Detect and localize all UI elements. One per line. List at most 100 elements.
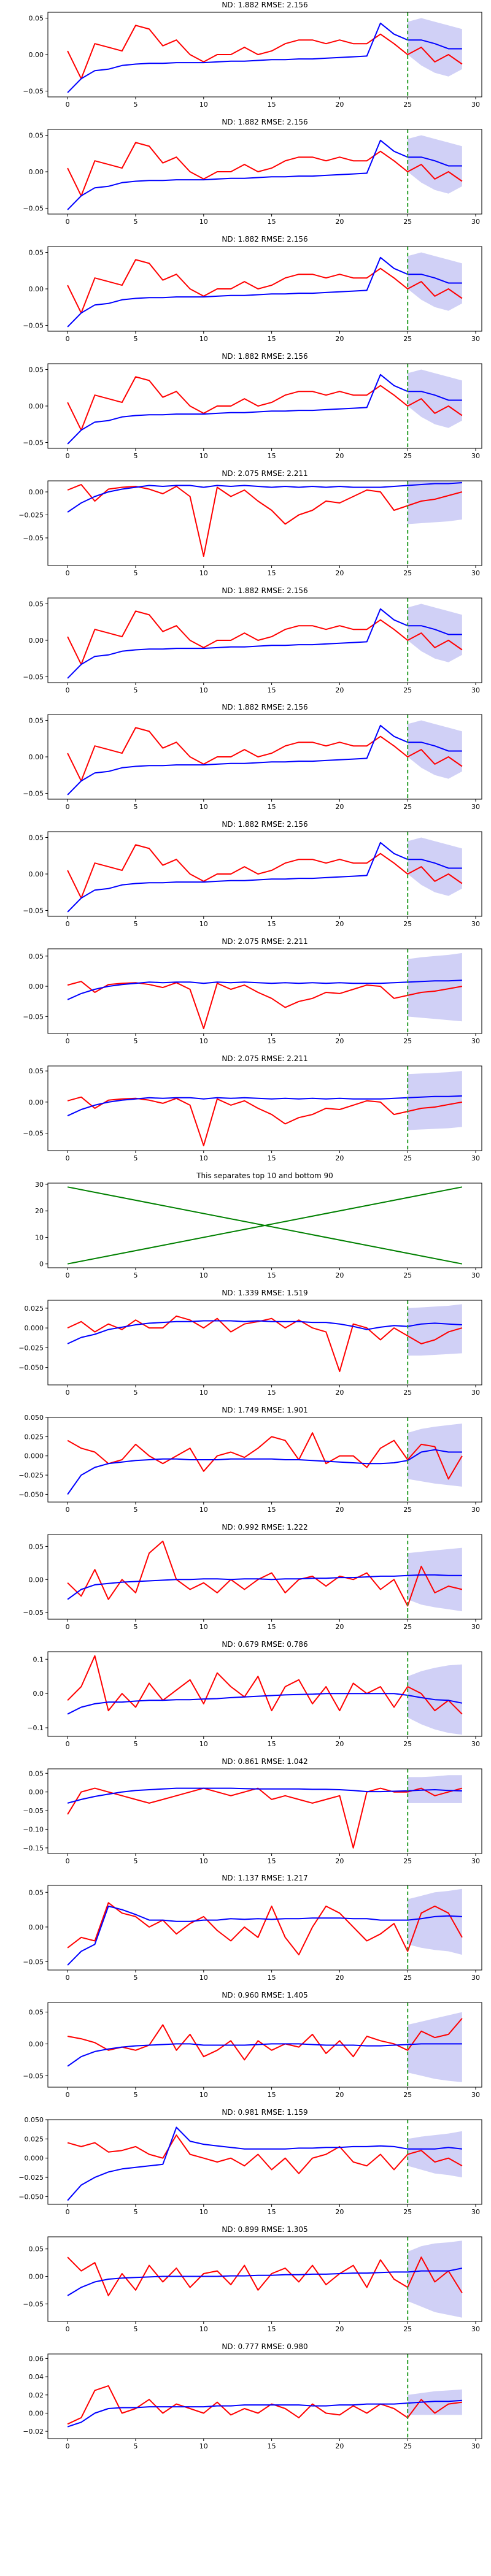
x-tick-label: 30 [471, 335, 480, 343]
x-tick-label: 0 [66, 2208, 70, 2216]
actual-series-line [67, 1787, 463, 1849]
actual-series-line [67, 1096, 463, 1146]
x-tick-label: 15 [268, 1506, 276, 1514]
y-tick-label: −0.05 [23, 1130, 44, 1138]
x-tick-label: 5 [133, 1857, 137, 1865]
y-tick-label: 0.025 [25, 1433, 44, 1441]
axes-frame [47, 1183, 482, 1268]
panel-title: ND: 0.981 RMSE: 1.159 [222, 2108, 307, 2117]
x-tick-label: 30 [471, 452, 480, 460]
axes-frame [47, 2119, 482, 2205]
x-tick-label: 5 [133, 686, 137, 694]
x-tick-label: 5 [133, 1506, 137, 1514]
y-tick-label: −0.025 [18, 1344, 44, 1352]
confidence-band [408, 1423, 462, 1487]
x-tick-label: 10 [199, 1740, 208, 1748]
y-tick-label: 0.00 [29, 1098, 44, 1106]
forecast-panel-18: ND: 0.960 RMSE: 1.405 0 5 10 15 20 25 30 −0.05 0.… [23, 1991, 482, 2099]
y-tick-label: 0.05 [29, 1889, 44, 1897]
x-tick-label: 20 [335, 2208, 344, 2216]
x-tick-label: 0 [66, 1974, 70, 1982]
x-tick-label: 15 [268, 1389, 276, 1397]
forecast-panel-16: ND: 0.861 RMSE: 1.042 0 5 10 15 20 25 30 −0.15 −0… [23, 1757, 482, 1865]
x-tick-label: 0 [66, 101, 70, 109]
confidence-band [408, 837, 462, 896]
confidence-band [408, 1889, 462, 1955]
x-tick-label: 0 [66, 1506, 70, 1514]
panel-title: ND: 1.339 RMSE: 1.519 [222, 1289, 307, 1297]
confidence-band [408, 2241, 462, 2318]
confidence-band [408, 2012, 462, 2082]
x-tick-label: 0 [66, 2325, 70, 2333]
x-tick-label: 30 [471, 101, 480, 109]
x-tick-label: 0 [66, 1389, 70, 1397]
x-tick-label: 5 [133, 569, 137, 577]
y-tick-label: 0.00 [29, 753, 44, 761]
x-tick-label: 0 [66, 2091, 70, 2099]
panel-title: ND: 2.075 RMSE: 2.211 [222, 1054, 307, 1063]
x-tick-label: 20 [335, 1271, 344, 1279]
x-tick-label: 30 [471, 2442, 480, 2450]
actual-series-line [67, 844, 463, 899]
confidence-band [408, 1071, 462, 1130]
x-tick-label: 15 [268, 452, 276, 460]
x-tick-label: 15 [268, 2091, 276, 2099]
panel-title: ND: 0.861 RMSE: 1.042 [222, 1757, 307, 1765]
forecast-panel-19: ND: 0.981 RMSE: 1.159 0 5 10 15 20 25 30 −0.050 −… [18, 2108, 482, 2216]
confidence-band [408, 2389, 462, 2415]
x-tick-label: 5 [133, 1154, 137, 1162]
y-tick-label: 0.00 [29, 983, 44, 991]
x-tick-label: 25 [403, 1154, 412, 1162]
forecast-panel-3: ND: 1.882 RMSE: 2.156 0 5 10 15 20 25 30 −0.05 0.… [23, 235, 482, 343]
y-tick-label: 0.1 [33, 1655, 44, 1663]
axes-frame [47, 1417, 482, 1503]
forecast-panel-2: ND: 1.882 RMSE: 2.156 0 5 10 15 20 25 30 −0.05 0.… [23, 118, 482, 226]
x-tick-label: 20 [335, 803, 344, 811]
forecast-panel-10: ND: 2.075 RMSE: 2.211 0 5 10 15 20 25 30 −0.05 0.… [23, 1054, 482, 1162]
axes-frame [47, 1300, 482, 1386]
y-tick-label: 0.04 [29, 2373, 44, 2381]
y-tick-label: −0.02 [23, 2428, 44, 2436]
x-tick-label: 10 [199, 1623, 208, 1631]
x-tick-label: 20 [335, 2442, 344, 2450]
y-tick-label: 0.05 [29, 953, 44, 960]
axes-frame [47, 1534, 482, 1620]
x-tick-label: 0 [66, 2442, 70, 2450]
x-tick-label: 5 [133, 218, 137, 226]
y-tick-label: 0.00 [29, 2273, 44, 2281]
y-tick-label: 0.00 [29, 488, 44, 496]
x-tick-label: 20 [335, 1389, 344, 1397]
x-tick-label: 30 [471, 920, 480, 928]
forecast-panel-8: ND: 1.882 RMSE: 2.156 0 5 10 15 20 25 30 −0.05 0.… [23, 820, 482, 928]
x-tick-label: 10 [199, 1974, 208, 1982]
x-tick-label: 0 [66, 335, 70, 343]
actual-series-line [67, 1315, 463, 1372]
x-tick-label: 5 [133, 1974, 137, 1982]
x-tick-label: 15 [268, 2442, 276, 2450]
x-tick-label: 15 [268, 1740, 276, 1748]
actual-series-line [67, 2134, 463, 2174]
forecast-panel-9: ND: 2.075 RMSE: 2.211 0 5 10 15 20 25 30 −0.05 0.… [23, 937, 482, 1045]
axes-frame [47, 948, 482, 1034]
x-tick-label: 25 [403, 1974, 412, 1982]
y-tick-label: 0.05 [29, 600, 44, 608]
y-tick-label: 0.05 [29, 366, 44, 374]
x-tick-label: 25 [403, 1037, 412, 1045]
panel-title: ND: 1.137 RMSE: 1.217 [222, 1874, 307, 1882]
panel-title: ND: 1.749 RMSE: 1.901 [222, 1406, 307, 1414]
x-tick-label: 15 [268, 2208, 276, 2216]
y-tick-label: 0.000 [25, 1452, 44, 1460]
x-tick-label: 20 [335, 920, 344, 928]
forecast-series-line [67, 1787, 462, 1804]
x-tick-label: 20 [335, 1857, 344, 1865]
y-tick-label: −0.05 [23, 2072, 44, 2080]
panel-title: ND: 1.882 RMSE: 2.156 [222, 235, 307, 243]
x-tick-label: 15 [268, 1037, 276, 1045]
x-tick-label: 25 [403, 686, 412, 694]
actual-series-line [67, 1655, 463, 1714]
actual-series-line [67, 2385, 463, 2425]
x-tick-label: 15 [268, 920, 276, 928]
forecast-panel-20: ND: 0.899 RMSE: 1.305 0 5 10 15 20 25 30 −0.05 0.… [23, 2225, 482, 2333]
forecast-panel-14: ND: 0.992 RMSE: 1.222 0 5 10 15 20 25 30 −0.05 0.… [23, 1523, 482, 1631]
y-tick-label: −0.025 [18, 511, 44, 519]
